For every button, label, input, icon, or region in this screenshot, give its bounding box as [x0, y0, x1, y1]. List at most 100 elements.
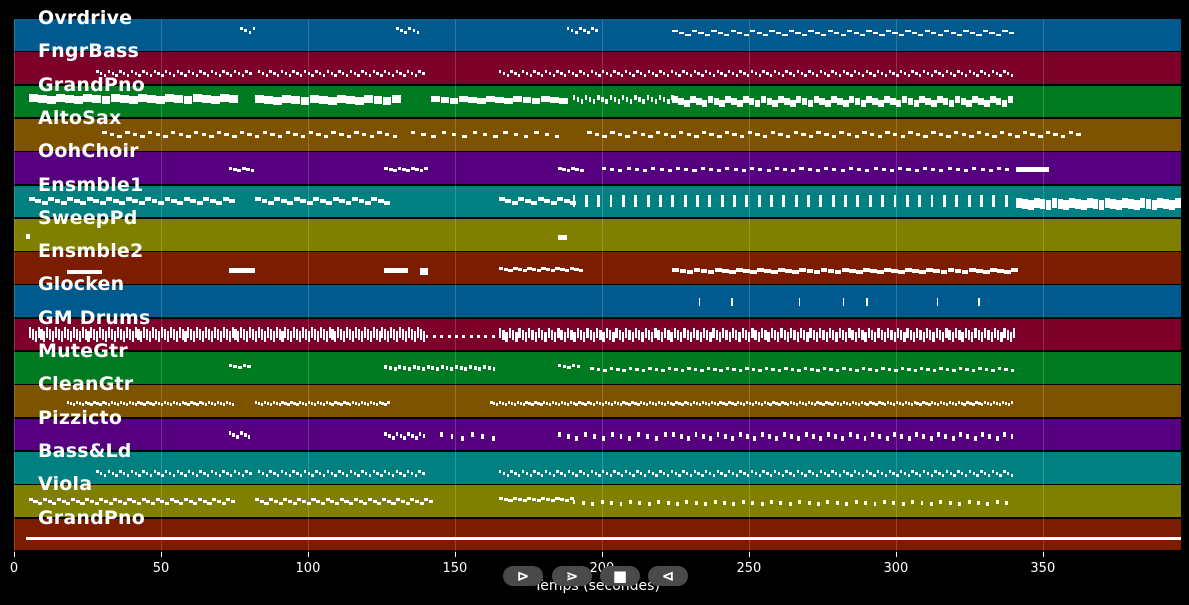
back-button[interactable]: ⊲: [648, 566, 688, 586]
note: [353, 471, 356, 475]
note: [784, 402, 787, 406]
note: [641, 368, 646, 372]
note: [700, 268, 708, 273]
note: [1139, 198, 1146, 209]
note: [228, 402, 231, 406]
note: [825, 100, 831, 108]
note: [416, 326, 419, 338]
track-name: GM Drums: [38, 306, 151, 329]
note: [109, 132, 115, 136]
note: [942, 473, 945, 477]
note: [499, 497, 504, 501]
note: [896, 74, 899, 78]
note: [239, 130, 245, 134]
note: [923, 134, 928, 138]
note: [372, 326, 375, 338]
note: [529, 74, 532, 78]
note: [515, 331, 518, 342]
note: [525, 401, 528, 405]
play-button[interactable]: ⊳: [503, 566, 543, 586]
note: [334, 502, 340, 506]
note: [354, 130, 359, 134]
note: [131, 402, 134, 406]
note: [808, 70, 811, 74]
note: [683, 327, 686, 338]
note: [48, 197, 54, 202]
note: [1028, 200, 1034, 211]
note: [908, 130, 913, 134]
note: [369, 401, 373, 405]
note: [377, 130, 382, 134]
note: [354, 326, 358, 338]
note: [737, 401, 740, 405]
note: [178, 403, 181, 407]
note: [932, 368, 937, 372]
note: [777, 471, 781, 475]
note: [138, 473, 141, 477]
track-row: [14, 218, 1181, 251]
note: [916, 327, 919, 338]
note: [701, 401, 705, 405]
note: [99, 498, 104, 502]
note: [548, 72, 552, 76]
note: [919, 96, 925, 104]
note: [334, 401, 337, 405]
note: [820, 267, 828, 272]
note: [725, 366, 730, 370]
note: [693, 327, 696, 338]
note: [798, 298, 801, 307]
note: [775, 436, 779, 442]
note: [363, 402, 367, 406]
note: [848, 167, 853, 171]
note: [34, 330, 37, 342]
note: [302, 402, 305, 406]
note: [995, 98, 1002, 106]
note: [72, 326, 75, 338]
note: [364, 95, 374, 104]
note: [973, 436, 977, 442]
note: [138, 94, 147, 103]
note: [694, 501, 698, 506]
note: [722, 327, 725, 338]
note: [149, 74, 153, 78]
note: [384, 70, 387, 74]
note: [33, 500, 38, 504]
note: [854, 402, 858, 406]
note: [804, 403, 808, 407]
note: [628, 403, 631, 407]
note: [410, 130, 416, 134]
note: [782, 432, 786, 438]
note: [180, 471, 183, 475]
track-row: [14, 52, 1181, 85]
note: [255, 401, 258, 405]
note: [872, 402, 875, 406]
note: [854, 134, 860, 138]
note: [544, 199, 551, 204]
note: [119, 469, 122, 473]
forward-button[interactable]: ⋗: [552, 566, 592, 586]
note: [750, 469, 754, 473]
note: [616, 402, 619, 406]
note: [377, 502, 382, 506]
note: [78, 330, 81, 342]
stop-button[interactable]: ■: [600, 566, 640, 586]
note: [319, 72, 322, 76]
note: [108, 326, 111, 338]
note: [74, 96, 84, 105]
note: [937, 33, 943, 37]
note: [922, 469, 926, 473]
note: [400, 500, 405, 504]
note: [119, 401, 123, 405]
note: [683, 195, 687, 208]
note: [793, 130, 798, 134]
note: [831, 469, 834, 473]
note: [868, 195, 872, 208]
note: [795, 403, 799, 407]
note: [809, 327, 812, 338]
note: [363, 502, 368, 506]
note: [46, 326, 49, 338]
note: [991, 70, 995, 74]
note: [922, 70, 926, 74]
note: [995, 471, 998, 475]
note: [739, 469, 742, 473]
